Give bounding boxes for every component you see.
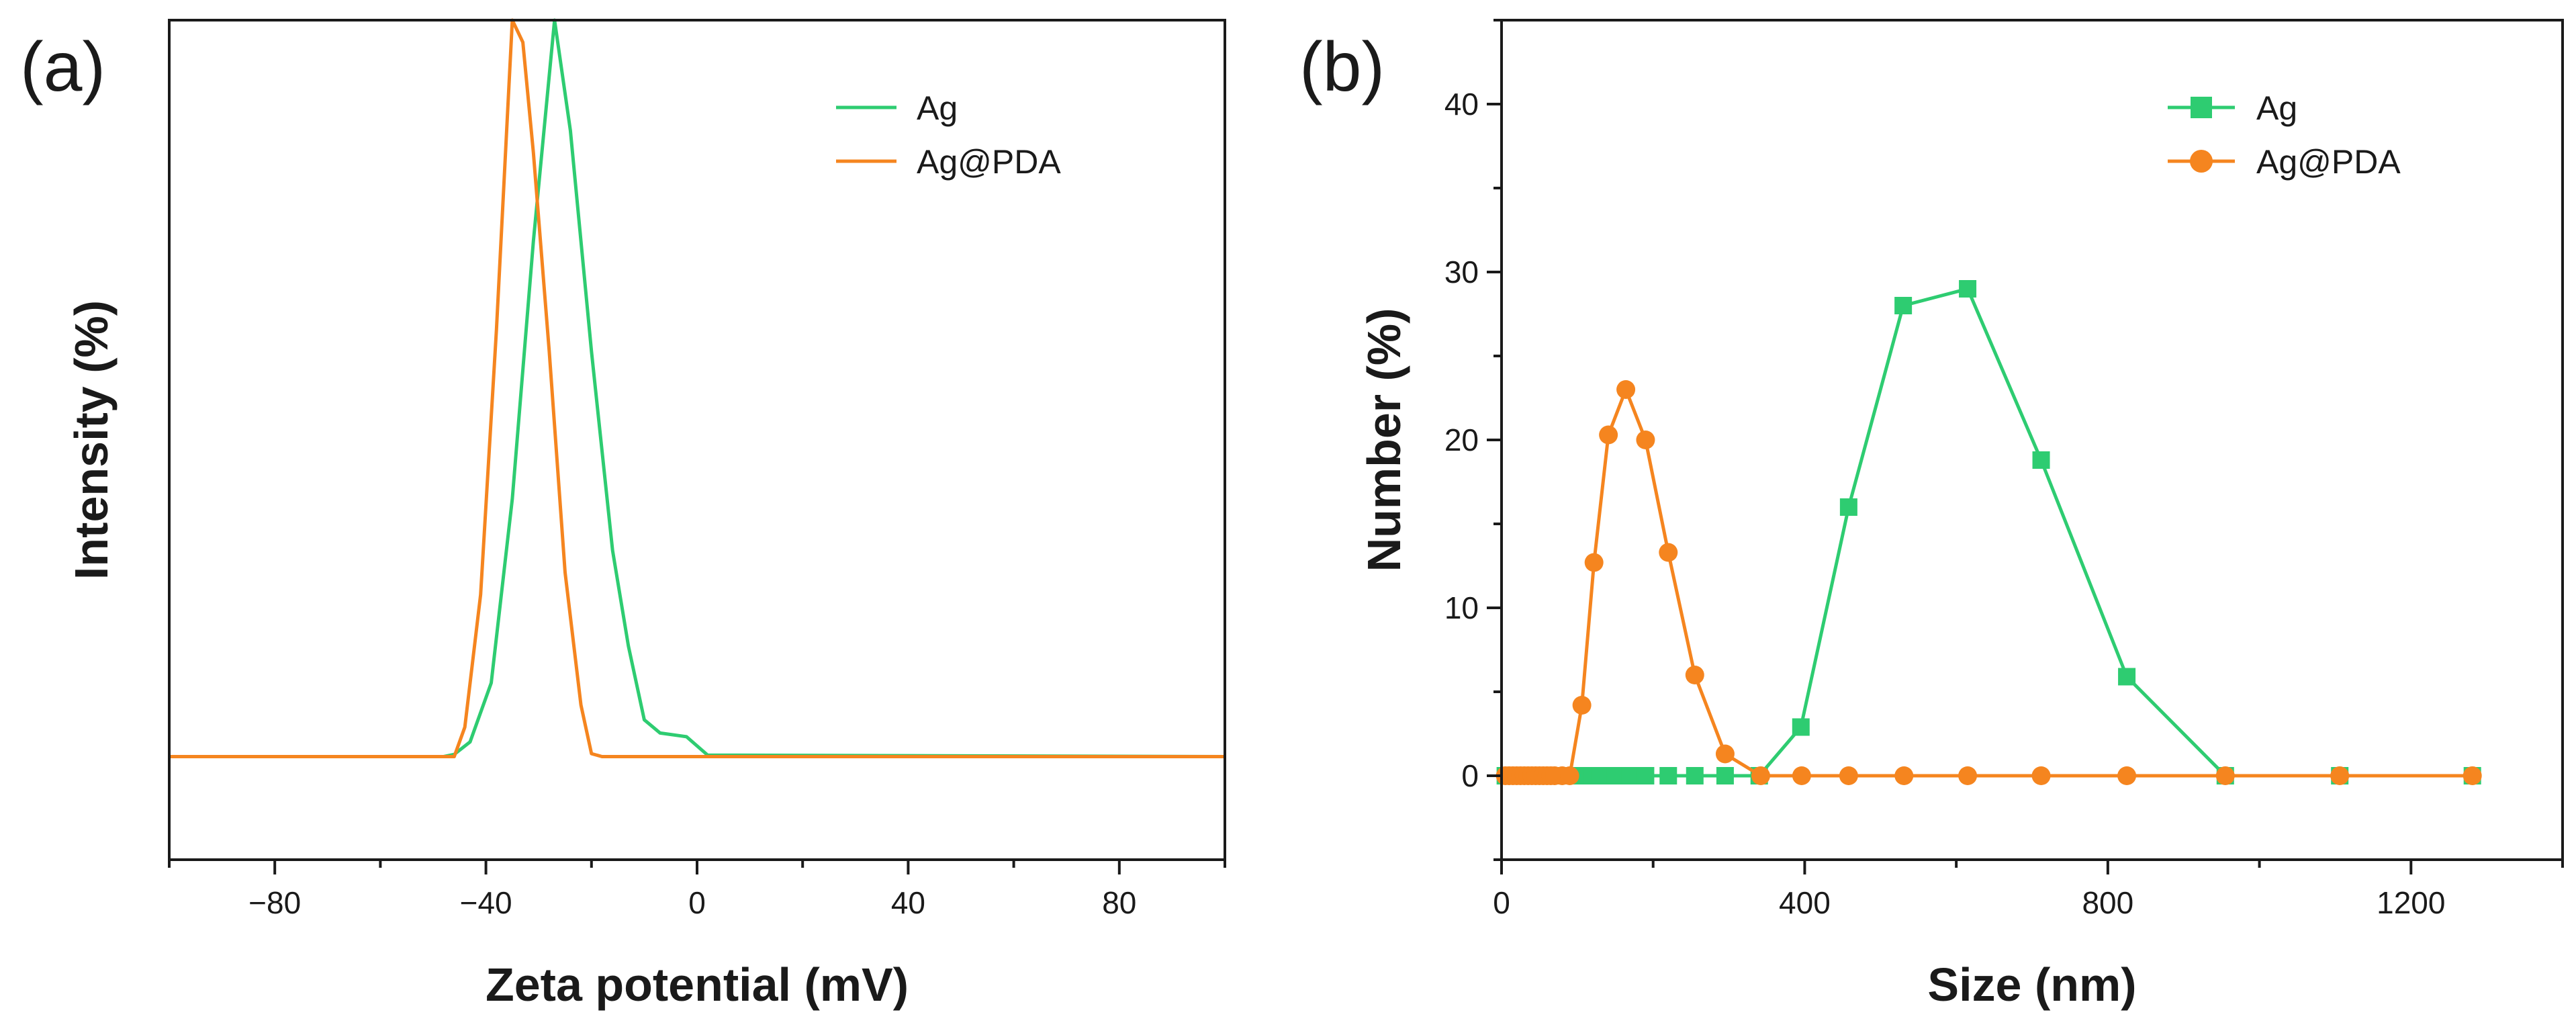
panel-b-point-agpda (2215, 766, 2235, 785)
panel-b-point-agpda (1584, 553, 1604, 572)
panel-a-x-tick-label: −40 (460, 885, 512, 920)
panel-a-label: (a) (20, 28, 105, 106)
panel-b-point-agpda (1958, 766, 1978, 785)
panel-b-point-ag (1894, 297, 1913, 314)
panel-b-legend-label-ag: Ag (2256, 89, 2297, 127)
panel-b-ticks: 0 400 800 1200 0 10 20 30 40 (1444, 19, 2564, 920)
panel-a-ticks: −80 −40 0 40 80 (168, 860, 1226, 920)
panel-b-point-agpda (1685, 666, 1704, 684)
panel-b-point-ag (1659, 767, 1677, 784)
panel-b-x-tick-label: 800 (2082, 885, 2133, 920)
panel-a-plot-area (169, 18, 1226, 758)
panel-a-legend-label-agpda: Ag@PDA (917, 143, 1061, 181)
panel-a-x-tick-label: 0 (688, 885, 706, 920)
panel-a-series-line-ag (169, 18, 1226, 758)
panel-b-y-tick-label: 0 (1461, 758, 1479, 793)
panel-b-plot-area (1496, 280, 2482, 785)
panel-b-point-agpda (1839, 766, 1858, 785)
panel-b-series-line-ag (1505, 287, 2473, 778)
panel-b-size-distribution: (b) 0 400 800 1200 0 10 20 30 40 Size (nm) Numbe… (1299, 19, 2564, 1011)
panel-b-point-agpda (2117, 766, 2137, 785)
panel-b-point-ag (1637, 767, 1655, 784)
panel-b-x-tick-label: 400 (1779, 885, 1831, 920)
panel-a-y-axis-title: Intensity (%) (65, 300, 118, 580)
panel-b-legend: Ag Ag@PDA (2168, 89, 2401, 181)
panel-b-point-agpda (2330, 766, 2350, 785)
panel-a-zeta-potential: (a) −80 −40 0 40 80 Zeta potential (mV) Inte… (20, 18, 1226, 1011)
panel-b-point-ag (1959, 280, 1977, 298)
panel-a-legend: Ag Ag@PDA (836, 89, 1061, 181)
panel-b-legend-marker-agpda (2190, 150, 2213, 173)
panel-b-legend-marker-ag (2191, 97, 2212, 118)
panel-b-point-agpda (1636, 431, 1655, 449)
panel-a-x-axis-title: Zeta potential (mV) (486, 958, 909, 1011)
panel-b-point-ag (2032, 451, 2050, 469)
panel-b-label: (b) (1299, 28, 1385, 106)
panel-b-point-agpda (1751, 766, 1770, 785)
panel-b-x-axis-title: Size (nm) (1927, 958, 2136, 1011)
panel-a-x-tick-label: 40 (891, 885, 925, 920)
panel-b-y-axis-title: Number (%) (1358, 308, 1410, 572)
panel-b-point-ag (2118, 668, 2136, 686)
panel-b-point-agpda (1894, 766, 1914, 785)
panel-b-point-agpda (2031, 766, 2051, 785)
panel-b-point-agpda (2463, 766, 2482, 785)
panel-b-point-ag (1621, 767, 1639, 784)
panel-b-point-agpda (1715, 744, 1735, 764)
panel-b-point-agpda (1792, 766, 1811, 785)
panel-b-y-tick-label: 30 (1444, 255, 1479, 289)
panel-a-legend-label-ag: Ag (917, 89, 958, 127)
panel-b-x-tick-label: 1200 (2377, 885, 2445, 920)
panel-b-x-tick-label: 0 (1493, 885, 1510, 920)
panel-b-point-ag (1839, 498, 1857, 516)
panel-b-point-ag (1716, 767, 1734, 784)
panel-b-point-agpda (1572, 696, 1592, 715)
panel-b-legend-label-agpda: Ag@PDA (2256, 143, 2401, 181)
panel-b-y-tick-label: 10 (1444, 590, 1479, 625)
panel-a-x-tick-label: −80 (248, 885, 301, 920)
panel-b-point-ag (1686, 767, 1704, 784)
panel-b-point-agpda (1659, 543, 1678, 562)
panel-b-point-agpda (1560, 766, 1579, 785)
panel-a-series-line-agpda (169, 18, 1225, 758)
panel-b-point-ag (1792, 718, 1810, 736)
panel-b-y-tick-label: 20 (1444, 422, 1479, 457)
panel-b-y-tick-label: 40 (1444, 87, 1479, 122)
panel-a-frame (168, 19, 1226, 861)
panel-a-x-tick-label: 80 (1102, 885, 1136, 920)
panel-b-point-agpda (1599, 425, 1618, 445)
panel-b-point-agpda (1616, 380, 1636, 399)
